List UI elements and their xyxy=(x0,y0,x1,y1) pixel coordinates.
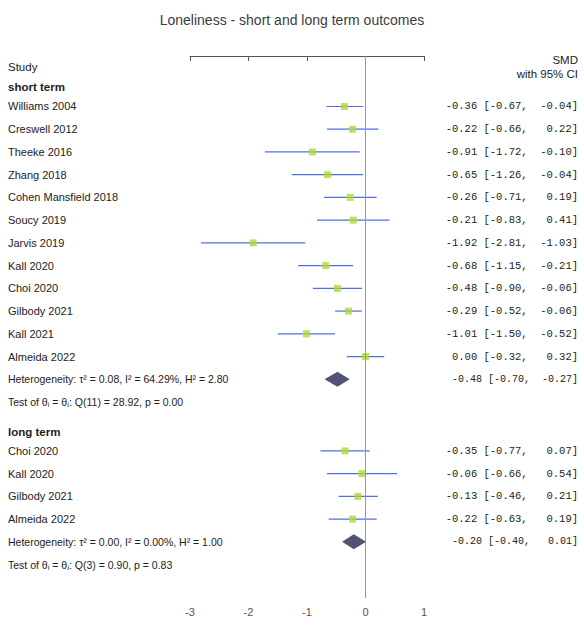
svg-text:-3: -3 xyxy=(185,606,195,618)
svg-text:Kall 2020: Kall 2020 xyxy=(8,468,54,480)
svg-text:-0.21 [-0.83, 0.41]: -0.21 [-0.83, 0.41] xyxy=(446,214,578,226)
svg-text:Cohen Mansfield 2018: Cohen Mansfield 2018 xyxy=(8,191,118,203)
svg-text:-0.48 [-0.90, -0.06]: -0.48 [-0.90, -0.06] xyxy=(446,282,578,294)
svg-text:Choi 2020: Choi 2020 xyxy=(8,282,58,294)
svg-text:-0.48 [-0.70, -0.27]: -0.48 [-0.70, -0.27] xyxy=(452,374,578,385)
svg-text:-0.13 [-0.46, 0.21]: -0.13 [-0.46, 0.21] xyxy=(446,490,578,502)
svg-text:Jarvis 2019: Jarvis 2019 xyxy=(8,237,64,249)
svg-text:Almeida 2022: Almeida 2022 xyxy=(8,513,75,525)
svg-text:0.00 [-0.32, 0.32]: 0.00 [-0.32, 0.32] xyxy=(446,351,578,363)
svg-text:1: 1 xyxy=(421,606,427,618)
svg-text:-1.92 [-2.81, -1.03]: -1.92 [-2.81, -1.03] xyxy=(446,237,578,249)
svg-text:-1.01 [-1.50, -0.52]: -1.01 [-1.50, -0.52] xyxy=(446,328,578,340)
svg-text:Almeida 2022: Almeida 2022 xyxy=(8,351,75,363)
svg-text:Kall 2021: Kall 2021 xyxy=(8,328,54,340)
svg-text:Heterogeneity: τ² = 0.00, I² =: Heterogeneity: τ² = 0.00, I² = 0.00%, H²… xyxy=(8,536,223,548)
svg-text:-0.22 [-0.63, 0.19]: -0.22 [-0.63, 0.19] xyxy=(446,513,578,525)
svg-text:-0.29 [-0.52, -0.06]: -0.29 [-0.52, -0.06] xyxy=(446,305,578,317)
svg-text:long term: long term xyxy=(8,426,60,438)
svg-text:Williams 2004: Williams 2004 xyxy=(8,100,76,112)
svg-text:-0.20 [-0.40, 0.01]: -0.20 [-0.40, 0.01] xyxy=(452,536,578,547)
svg-text:Test of θᵢ = θⱼ: Q(11) = 28.92: Test of θᵢ = θⱼ: Q(11) = 28.92, p = 0.00 xyxy=(8,396,183,408)
svg-text:-2: -2 xyxy=(244,606,254,618)
svg-text:-0.06 [-0.66, 0.54]: -0.06 [-0.66, 0.54] xyxy=(446,468,578,480)
svg-text:-0.65 [-1.26, -0.04]: -0.65 [-1.26, -0.04] xyxy=(446,169,578,181)
svg-text:Study: Study xyxy=(8,61,38,73)
svg-text:Test of θᵢ = θⱼ: Q(3) = 0.90,: Test of θᵢ = θⱼ: Q(3) = 0.90, p = 0.83 xyxy=(8,559,172,571)
svg-text:-1: -1 xyxy=(302,606,312,618)
svg-text:-0.35 [-0.77, 0.07]: -0.35 [-0.77, 0.07] xyxy=(446,445,578,457)
svg-text:Gilbody 2021: Gilbody 2021 xyxy=(8,490,73,502)
svg-text:with 95% CI: with 95% CI xyxy=(516,68,578,80)
svg-text:Loneliness - short and long te: Loneliness - short and long term outcome… xyxy=(160,12,425,28)
svg-text:Creswell 2012: Creswell 2012 xyxy=(8,123,78,135)
svg-text:-0.91 [-1.72, -0.10]: -0.91 [-1.72, -0.10] xyxy=(446,146,578,158)
svg-text:Kall 2020: Kall 2020 xyxy=(8,260,54,272)
svg-text:-0.26 [-0.71, 0.19]: -0.26 [-0.71, 0.19] xyxy=(446,191,578,203)
svg-text:Theeke 2016: Theeke 2016 xyxy=(8,146,72,158)
svg-text:Gilbody 2021: Gilbody 2021 xyxy=(8,305,73,317)
svg-text:Choi 2020: Choi 2020 xyxy=(8,445,58,457)
svg-text:SMD: SMD xyxy=(552,54,578,66)
svg-text:-0.36 [-0.67, -0.04]: -0.36 [-0.67, -0.04] xyxy=(446,100,578,112)
svg-text:Heterogeneity: τ² = 0.08, I² =: Heterogeneity: τ² = 0.08, I² = 64.29%, H… xyxy=(8,373,229,385)
svg-text:Soucy 2019: Soucy 2019 xyxy=(8,214,66,226)
svg-text:0: 0 xyxy=(362,606,368,618)
svg-text:Zhang 2018: Zhang 2018 xyxy=(8,169,67,181)
svg-text:short term: short term xyxy=(8,81,65,93)
svg-text:-0.22 [-0.66, 0.22]: -0.22 [-0.66, 0.22] xyxy=(446,123,578,135)
svg-text:-0.68 [-1.15, -0.21]: -0.68 [-1.15, -0.21] xyxy=(446,260,578,272)
